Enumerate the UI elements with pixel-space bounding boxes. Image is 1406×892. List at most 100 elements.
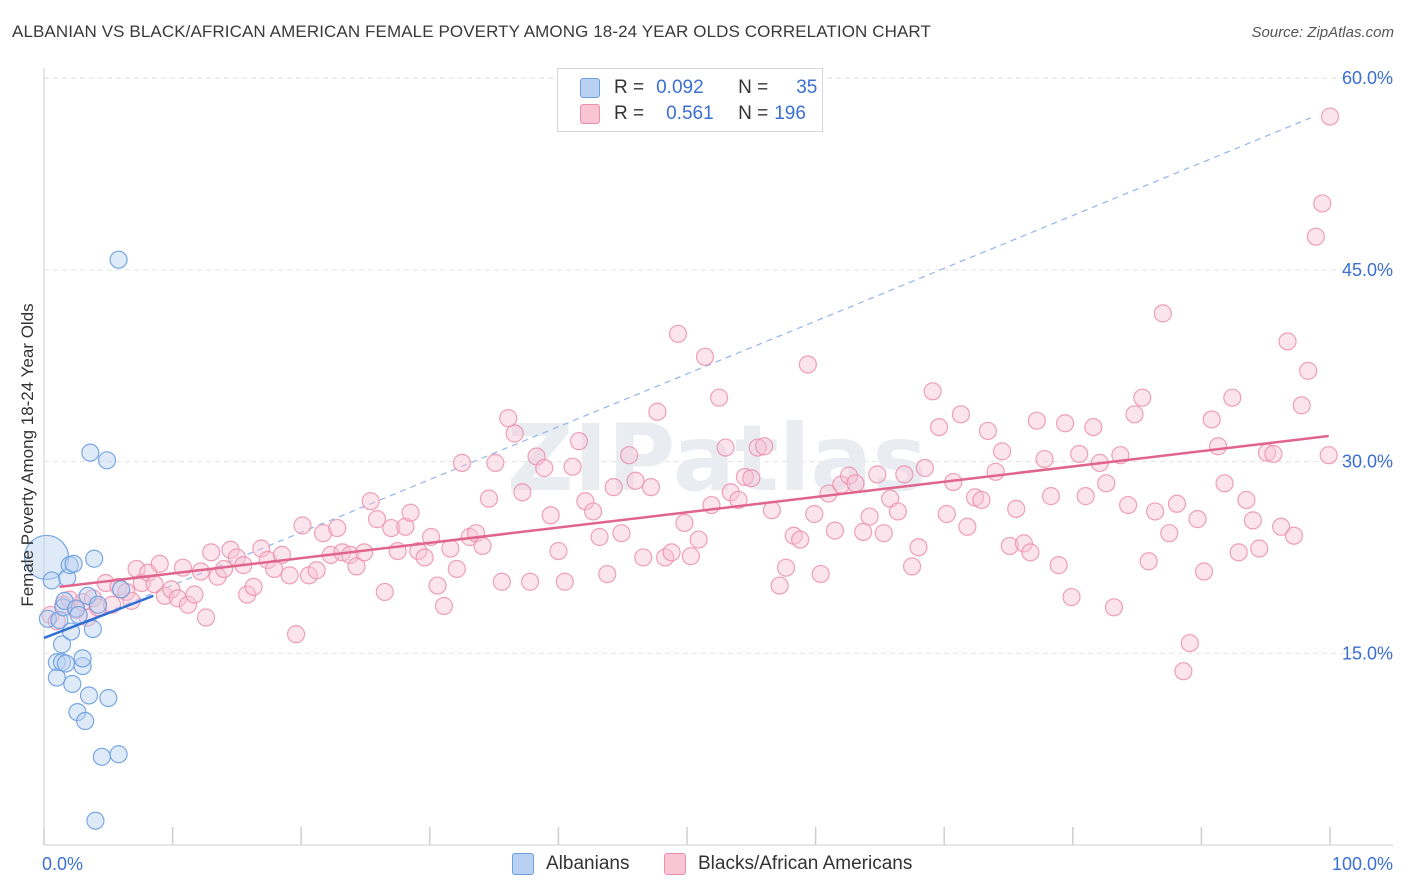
point-blacks [367,510,387,529]
point-blacks [244,577,263,596]
point-blacks [1299,361,1318,380]
point-blacks [1215,474,1234,493]
y-axis-label: Female Poverty Among 18-24 Year Olds [18,303,37,606]
point-blacks [162,580,181,599]
legend-row-blacks: R = 0.561 N = 196 [580,102,806,126]
point-blacks [117,582,136,602]
point-blacks [695,347,715,366]
point-blacks [1202,410,1221,429]
point-blacks [1076,487,1095,506]
point-blacks [972,490,991,510]
point-blacks [689,530,708,549]
bottom-legend-label-blacks: Blacks/African Americans [698,853,913,874]
point-albanians [73,656,92,676]
legend-n-value-albanians: 35 [796,77,818,98]
point-albanians [99,688,118,708]
point-blacks [612,524,631,543]
trend-line-albanians [43,594,154,640]
point-blacks [1306,227,1325,246]
point-blacks [1180,633,1199,653]
points-blacks [41,107,1340,681]
point-blacks [868,465,887,484]
point-blacks [811,564,830,584]
point-blacks [293,516,312,535]
point-blacks [1229,543,1248,562]
point-blacks [549,541,568,561]
x-tick-label-max: 100.0% [1332,854,1393,874]
point-blacks [428,576,447,595]
point-blacks [382,518,401,538]
point-blacks [634,548,653,567]
point-albanians [97,451,117,470]
point-albanians [56,654,75,673]
trend-line-albanians-extended [43,117,1311,639]
point-blacks [909,538,928,557]
point-blacks [923,382,942,401]
point-blacks [626,471,645,490]
point-blacks [1062,587,1081,607]
point-blacks [1188,510,1207,529]
point-blacks [479,489,499,508]
point-blacks [447,559,466,579]
trend-line-blacks [59,434,1329,589]
point-blacks [541,506,560,525]
legend-r-value-albanians: 0.092 [656,77,704,98]
point-blacks [1021,543,1040,562]
point-blacks [1320,107,1340,126]
point-blacks [874,524,893,543]
point-blacks [742,469,761,488]
point-blacks [1237,490,1256,510]
y-tick-label: 15.0% [1342,643,1393,663]
point-blacks [401,503,420,522]
point-albanians [76,711,95,731]
point-blacks [1250,539,1269,558]
point-blacks [492,572,511,591]
point-albanians [79,686,99,705]
point-blacks [434,596,454,616]
point-blacks [681,547,700,566]
point-blacks [584,502,603,521]
point-blacks [328,518,347,538]
point-blacks [1070,444,1089,464]
point-blacks [1055,414,1075,433]
point-blacks [185,585,204,604]
source-label: Source: ZipAtlas.com [1251,24,1394,41]
tick-labels: 15.0% 30.0% 45.0% 60.0% 0.0% 100.0% [42,68,1393,874]
point-blacks [748,438,767,457]
point-albanians [73,649,92,668]
point-blacks [902,557,922,576]
point-blacks [521,572,540,591]
point-albanians [83,619,102,639]
point-blacks [604,478,623,497]
point-blacks [1209,437,1228,456]
legend-r-label: R = [614,103,645,124]
point-albanians [42,571,61,590]
point-albanians [92,747,111,766]
point-blacks [202,543,221,562]
trend-lines [43,434,1329,640]
point-blacks [1243,511,1262,530]
point-blacks [569,432,589,451]
point-albanians [52,635,72,654]
point-albanians [88,595,108,614]
point-blacks [978,421,998,441]
point-blacks [1049,556,1068,575]
point-blacks [1153,304,1172,323]
point-blacks [286,625,306,644]
point-blacks [888,502,908,521]
point-blacks [641,478,661,497]
point-blacks [755,437,774,456]
point-blacks [770,576,789,595]
point-albanians [54,598,73,617]
point-blacks [825,521,844,540]
point-blacks [1284,526,1304,545]
point-blacks [1174,662,1193,681]
x-tick-label-min: 0.0% [42,854,83,874]
point-albanians [85,549,104,568]
point-blacks [505,424,524,443]
bottom-swatch-blacks [664,853,686,875]
point-blacks [1125,405,1144,424]
point-blacks [415,548,434,567]
point-blacks [313,524,333,543]
